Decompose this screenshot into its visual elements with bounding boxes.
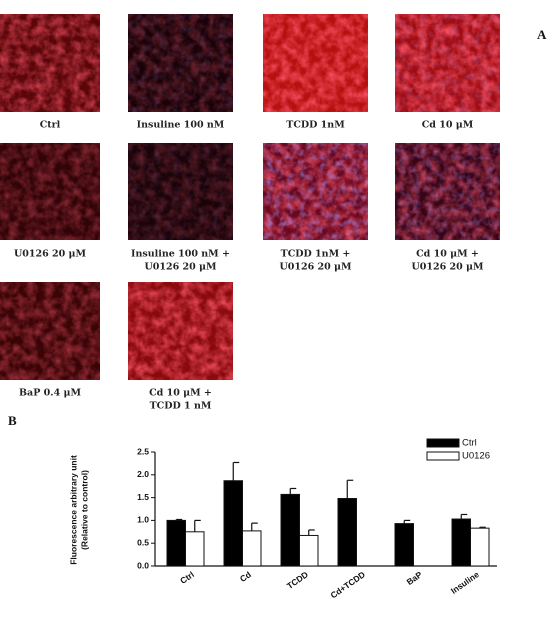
image-caption: U0126 20 μM xyxy=(14,249,87,260)
bar xyxy=(242,530,262,567)
bar xyxy=(223,480,243,567)
micrograph-texture xyxy=(263,14,368,112)
image-caption: BaP 0.4 μM xyxy=(19,388,81,399)
bar xyxy=(337,498,357,567)
micrograph-texture xyxy=(395,14,500,112)
micrograph-texture xyxy=(395,143,500,240)
image-caption: Cd 10 μM + xyxy=(149,388,212,399)
image-caption: TCDD 1nM + xyxy=(281,249,351,260)
y-axis-label: Fluorescence arbitrary unit xyxy=(68,455,78,565)
micrograph-texture xyxy=(0,143,100,240)
image-caption: Cd 10 μM + xyxy=(416,249,479,260)
legend-label: Ctrl xyxy=(462,438,477,449)
micrograph-texture xyxy=(263,143,368,240)
legend-swatch xyxy=(426,451,460,461)
bar xyxy=(394,523,414,567)
micrograph-texture xyxy=(128,14,233,112)
bar xyxy=(280,493,300,567)
image-caption: Insuline 100 nM xyxy=(137,120,225,131)
image-caption: Cd 10 μM xyxy=(422,120,474,131)
y-tick-label: 0.0 xyxy=(137,560,149,570)
micrograph-texture xyxy=(128,282,233,380)
x-tick-label: Cd xyxy=(238,569,253,584)
bar xyxy=(299,534,319,567)
y-tick-label: 1.0 xyxy=(137,515,149,525)
x-tick-label: Cd+TCDD xyxy=(329,569,367,600)
y-tick-label: 2.0 xyxy=(137,469,149,479)
y-tick-label: 0.5 xyxy=(137,537,149,547)
image-caption: Ctrl xyxy=(40,120,61,131)
bar xyxy=(166,519,186,567)
bar xyxy=(451,518,471,567)
bar xyxy=(185,531,205,567)
y-tick-label: 1.5 xyxy=(137,492,149,502)
micrograph-texture xyxy=(128,143,233,240)
micrograph-texture xyxy=(0,14,100,112)
panel-label: B xyxy=(8,413,17,428)
image-caption: TCDD 1 nM xyxy=(150,401,212,412)
micrograph-texture xyxy=(0,282,100,380)
x-tick-label: Insuline xyxy=(449,569,481,596)
micrograph-texture xyxy=(263,14,368,112)
image-caption: U0126 20 μM xyxy=(411,262,484,273)
x-tick-label: BaP xyxy=(405,569,425,587)
micrograph-texture xyxy=(0,282,100,380)
y-axis-label: (Relative to control) xyxy=(79,470,89,550)
image-caption: U0126 20 μM xyxy=(279,262,352,273)
x-tick-label: Ctrl xyxy=(178,569,196,586)
image-caption: TCDD 1nM xyxy=(286,120,345,131)
image-caption: U0126 20 μM xyxy=(144,262,217,273)
panel-label: A xyxy=(537,27,547,42)
image-caption: Insuline 100 nM + xyxy=(131,249,230,260)
y-tick-label: 2.5 xyxy=(137,446,149,456)
legend-label: U0126 xyxy=(462,451,490,462)
x-tick-label: TCDD xyxy=(285,569,310,591)
legend-swatch xyxy=(426,438,460,448)
bar xyxy=(470,527,490,567)
